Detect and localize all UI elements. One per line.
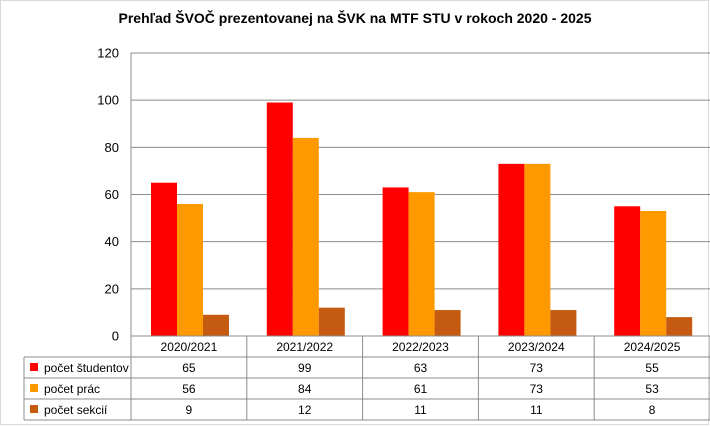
bar <box>550 310 577 336</box>
x-tick-label: 2020/2021 <box>161 340 218 354</box>
bar <box>666 317 693 336</box>
legend-swatch <box>30 363 38 371</box>
data-table-value: 99 <box>298 361 312 375</box>
bar <box>203 314 229 336</box>
data-table-value: 56 <box>182 382 196 396</box>
data-table-value: 55 <box>645 361 659 375</box>
legend-swatch <box>30 384 38 392</box>
y-tick-label: 20 <box>105 281 119 296</box>
data-table-value: 61 <box>414 382 428 396</box>
y-tick-label: 120 <box>97 46 119 61</box>
legend-label: počet sekcií <box>44 403 108 417</box>
data-table-value: 12 <box>298 403 312 417</box>
data-table-value: 63 <box>414 361 428 375</box>
data-table-value: 53 <box>645 382 659 396</box>
bar <box>640 211 667 336</box>
bar <box>266 102 293 337</box>
x-tick-label: 2021/2022 <box>276 340 333 354</box>
y-tick-label: 0 <box>112 329 119 344</box>
chart-title: Prehľad ŠVOČ prezentovanej na ŠVK na MTF… <box>118 10 592 26</box>
x-tick-label: 2024/2025 <box>624 340 681 354</box>
bar <box>151 182 177 336</box>
data-table-value: 11 <box>414 403 427 417</box>
data-table-value: 65 <box>182 361 196 375</box>
bar <box>292 137 319 336</box>
y-tick-label: 80 <box>105 140 119 155</box>
bar <box>408 192 435 336</box>
data-table-value: 73 <box>530 361 544 375</box>
bar <box>382 187 409 336</box>
x-tick-label: 2023/2024 <box>508 340 565 354</box>
bar <box>524 163 551 336</box>
bar <box>498 163 525 336</box>
bar <box>318 307 345 336</box>
legend-swatch <box>30 405 38 413</box>
data-table-value: 9 <box>186 403 193 417</box>
y-tick-label: 100 <box>97 93 119 108</box>
legend-label: počet študentov <box>44 361 129 375</box>
y-tick-label: 60 <box>105 187 119 202</box>
bar <box>614 206 641 336</box>
bar <box>434 310 461 336</box>
data-table-value: 84 <box>298 382 312 396</box>
legend-label: počet prác <box>44 382 100 396</box>
data-table-value: 8 <box>649 403 656 417</box>
x-tick-label: 2022/2023 <box>392 340 449 354</box>
data-table-value: 73 <box>530 382 544 396</box>
data-table-value: 11 <box>530 403 543 417</box>
y-tick-label: 40 <box>105 234 119 249</box>
bar <box>177 203 203 336</box>
